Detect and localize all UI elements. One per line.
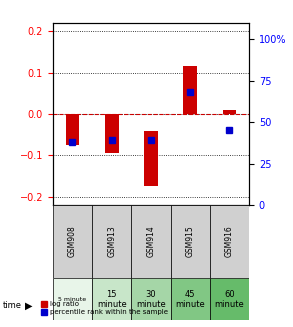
Text: GSM913: GSM913	[107, 226, 116, 257]
FancyBboxPatch shape	[92, 205, 131, 278]
Bar	[66, 114, 79, 145]
FancyBboxPatch shape	[131, 205, 171, 278]
Text: GSM908: GSM908	[68, 226, 77, 257]
Bar	[105, 114, 118, 153]
FancyBboxPatch shape	[53, 205, 92, 278]
FancyBboxPatch shape	[131, 278, 171, 320]
Text: time: time	[3, 301, 22, 310]
Text: GSM915: GSM915	[186, 226, 195, 257]
Bar	[223, 110, 236, 114]
Text: ▶: ▶	[25, 301, 33, 311]
FancyBboxPatch shape	[171, 278, 210, 320]
FancyBboxPatch shape	[53, 278, 92, 320]
Text: 45
minute: 45 minute	[175, 289, 205, 309]
FancyBboxPatch shape	[210, 205, 249, 278]
Text: GSM916: GSM916	[225, 226, 234, 257]
Text: 60
minute: 60 minute	[214, 289, 244, 309]
Legend: log ratio, percentile rank within the sample: log ratio, percentile rank within the sa…	[42, 301, 168, 315]
Text: 5 minute: 5 minute	[58, 297, 86, 302]
Text: GSM914: GSM914	[146, 226, 155, 257]
Text: 15
minute: 15 minute	[97, 289, 127, 309]
FancyBboxPatch shape	[171, 205, 210, 278]
FancyBboxPatch shape	[210, 278, 249, 320]
FancyBboxPatch shape	[92, 278, 131, 320]
Bar	[144, 130, 158, 186]
Bar	[183, 66, 197, 114]
Text: 30
minute: 30 minute	[136, 289, 166, 309]
